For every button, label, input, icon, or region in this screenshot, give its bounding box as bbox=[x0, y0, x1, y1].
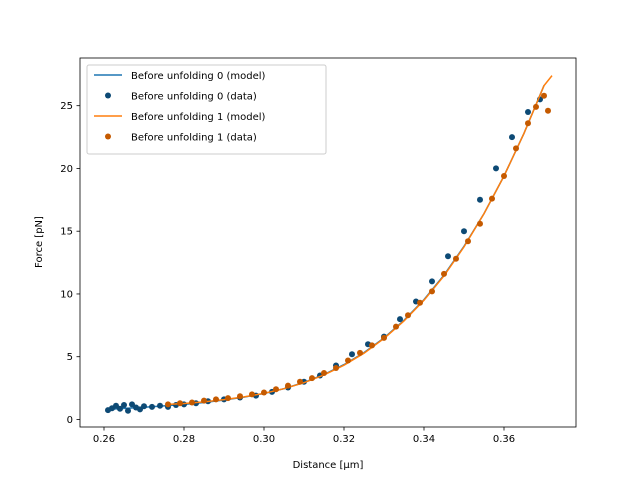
data-point bbox=[297, 378, 303, 385]
data-point bbox=[273, 386, 279, 393]
series-layer bbox=[105, 75, 553, 414]
data-point bbox=[165, 401, 171, 408]
x-tick-label: 0.36 bbox=[493, 434, 515, 445]
data-point bbox=[501, 173, 507, 179]
data-point bbox=[261, 389, 267, 396]
y-axis: 0 5 10 15 20 25 bbox=[60, 101, 80, 426]
data-point bbox=[249, 391, 255, 398]
data-point bbox=[509, 134, 515, 141]
data-point bbox=[525, 109, 531, 115]
data-point bbox=[429, 288, 435, 295]
y-tick-label: 25 bbox=[60, 101, 73, 112]
data-point bbox=[345, 357, 351, 364]
x-tick-label: 0.26 bbox=[93, 434, 115, 445]
data-point bbox=[533, 103, 539, 110]
data-point bbox=[393, 323, 399, 330]
data-point bbox=[177, 400, 183, 407]
data-point bbox=[441, 270, 447, 277]
data-point bbox=[405, 312, 411, 319]
data-point bbox=[429, 278, 435, 285]
data-point bbox=[189, 399, 195, 406]
data-point bbox=[357, 349, 363, 356]
data-point bbox=[369, 342, 375, 349]
data-point bbox=[201, 397, 207, 404]
data-point bbox=[477, 196, 483, 203]
data-point bbox=[349, 351, 355, 358]
data-point bbox=[125, 407, 131, 414]
data-point bbox=[321, 370, 327, 376]
data-point bbox=[121, 402, 127, 408]
y-tick-label: 5 bbox=[67, 352, 73, 363]
data-point bbox=[213, 396, 219, 403]
data-point bbox=[381, 334, 387, 341]
data-point bbox=[285, 382, 291, 389]
legend-point-swatch bbox=[105, 133, 111, 140]
data-point bbox=[309, 375, 315, 382]
data-point bbox=[149, 403, 155, 410]
data-point bbox=[477, 220, 483, 227]
legend-label: Before unfolding 0 (data) bbox=[131, 92, 257, 103]
data-point bbox=[465, 238, 471, 245]
y-axis-label: Force [pN] bbox=[34, 216, 45, 268]
data-point bbox=[141, 403, 147, 410]
data-point bbox=[397, 316, 403, 323]
data-point bbox=[545, 107, 551, 114]
data-point bbox=[525, 120, 531, 127]
x-tick-label: 0.28 bbox=[173, 434, 195, 445]
y-tick-label: 10 bbox=[60, 289, 73, 300]
data-point bbox=[461, 228, 467, 235]
x-tick-label: 0.30 bbox=[253, 434, 275, 445]
legend-label: Before unfolding 1 (model) bbox=[131, 112, 266, 123]
legend-label: Before unfolding 1 (data) bbox=[131, 133, 257, 144]
x-axis: 0.26 0.28 0.30 0.32 0.34 0.36 bbox=[93, 427, 515, 445]
y-tick-label: 0 bbox=[67, 415, 73, 426]
data-point bbox=[493, 165, 499, 172]
x-tick-label: 0.34 bbox=[413, 434, 435, 445]
data-point bbox=[237, 393, 243, 400]
legend-point-swatch bbox=[105, 92, 111, 99]
data-point bbox=[445, 253, 451, 260]
data-point bbox=[417, 299, 423, 306]
data-point bbox=[333, 365, 339, 371]
data-point bbox=[541, 92, 547, 99]
x-tick-label: 0.32 bbox=[333, 434, 355, 445]
x-axis-label: Distance [μm] bbox=[293, 460, 364, 471]
legend-label: Before unfolding 0 (model) bbox=[131, 71, 266, 82]
data-point bbox=[513, 145, 519, 152]
plot-frame bbox=[79, 57, 577, 428]
data-point bbox=[489, 195, 495, 202]
legend-frame bbox=[86, 64, 327, 155]
data-point bbox=[157, 402, 163, 409]
y-tick-label: 20 bbox=[60, 164, 73, 175]
legend: Before unfolding 0 (model) Before unfoldi… bbox=[86, 64, 327, 155]
data-point bbox=[453, 255, 459, 262]
data-point bbox=[225, 395, 231, 402]
data-point bbox=[117, 405, 123, 412]
y-tick-label: 15 bbox=[60, 227, 73, 238]
series-3 bbox=[165, 92, 551, 408]
